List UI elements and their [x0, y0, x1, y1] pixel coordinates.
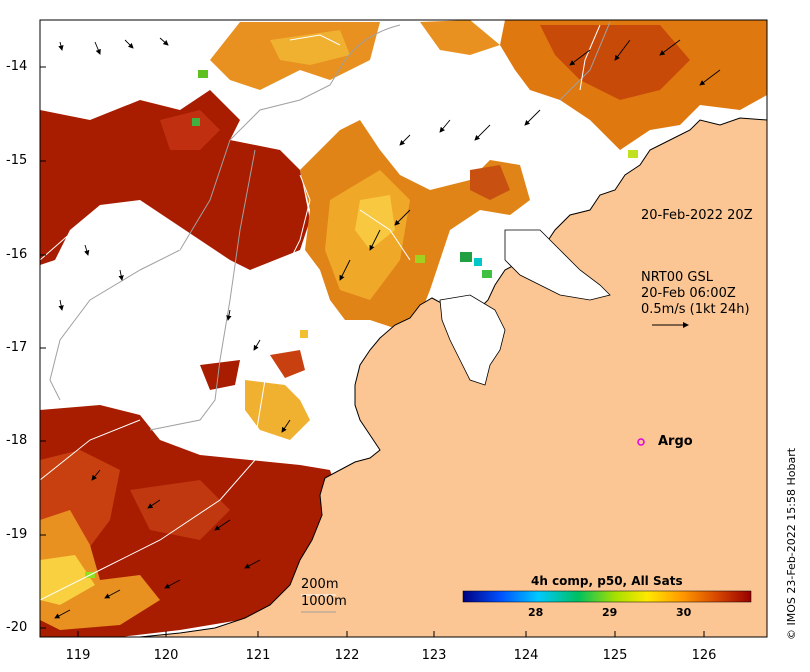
x-tick-label: 126	[691, 648, 717, 663]
y-tick-label: -14	[6, 59, 28, 74]
current-arrow	[159, 37, 169, 46]
current-arrow	[118, 269, 124, 281]
colorbar-title: 4h comp, p50, All Sats	[531, 574, 683, 588]
argo-float-marker[interactable]	[637, 438, 645, 446]
y-tick-label: -20	[6, 620, 28, 635]
current-arrow	[54, 609, 71, 619]
contour-200m-label: 200m	[301, 577, 339, 592]
current-arrow	[124, 39, 134, 49]
argo-label[interactable]: Argo	[658, 434, 693, 449]
current-arrow	[524, 109, 541, 126]
current-arrow	[104, 589, 121, 599]
current-arrow	[94, 41, 101, 55]
sst-layer	[40, 20, 767, 637]
y-tick-label: -18	[6, 433, 28, 448]
current-vectors	[54, 37, 721, 619]
sst-timestamp: 20-Feb-2022 20Z	[641, 208, 753, 223]
contour-1000m-lines	[49, 21, 611, 431]
current-arrow	[614, 39, 631, 61]
current-timestamp: 20-Feb 06:00Z	[641, 286, 736, 301]
plot-frame	[39, 19, 768, 638]
current-arrow	[58, 41, 64, 51]
axis-ticks	[40, 66, 705, 637]
current-arrow	[91, 469, 101, 481]
current-arrow	[339, 259, 351, 281]
current-arrow	[369, 229, 381, 251]
current-arrow	[439, 119, 451, 133]
current-arrow	[699, 69, 721, 86]
current-arrow	[659, 39, 681, 56]
current-arrow	[58, 299, 64, 311]
current-arrow	[474, 124, 491, 141]
colorbar-tick-label: 29	[602, 606, 618, 619]
x-tick-label: 121	[245, 648, 271, 663]
colorbar	[462, 590, 752, 603]
current-arrow	[399, 134, 411, 146]
current-product-label: NRT00 GSL	[641, 270, 713, 285]
credit-text: © IMOS 23-Feb-2022 15:58 Hobart	[785, 447, 798, 640]
contour-200m-lines	[40, 24, 601, 601]
y-tick-label: -19	[6, 527, 28, 542]
y-tick-label: -16	[6, 247, 28, 262]
colorbar-tick-label: 30	[676, 606, 692, 619]
x-tick-label: 125	[602, 648, 628, 663]
current-arrow	[164, 579, 181, 589]
x-tick-label: 122	[334, 648, 360, 663]
x-tick-label: 124	[513, 648, 539, 663]
current-arrow	[226, 309, 232, 321]
x-tick-label: 120	[153, 648, 179, 663]
current-arrow	[394, 209, 411, 226]
current-arrow	[281, 419, 291, 433]
current-arrow	[214, 519, 231, 531]
current-scale-label: 0.5m/s (1kt 24h)	[641, 302, 750, 317]
current-arrow	[244, 559, 261, 569]
current-arrow	[147, 499, 161, 509]
y-tick-label: -17	[6, 340, 28, 355]
y-tick-label: -15	[6, 153, 28, 168]
x-tick-label: 119	[65, 648, 91, 663]
colorbar-tick-label: 28	[528, 606, 544, 619]
x-tick-label: 123	[421, 648, 447, 663]
current-arrow	[569, 49, 591, 66]
land-mass	[139, 117, 767, 637]
current-arrow	[84, 244, 90, 256]
current-arrow	[253, 339, 261, 351]
contour-1000m-label: 1000m	[301, 594, 347, 609]
